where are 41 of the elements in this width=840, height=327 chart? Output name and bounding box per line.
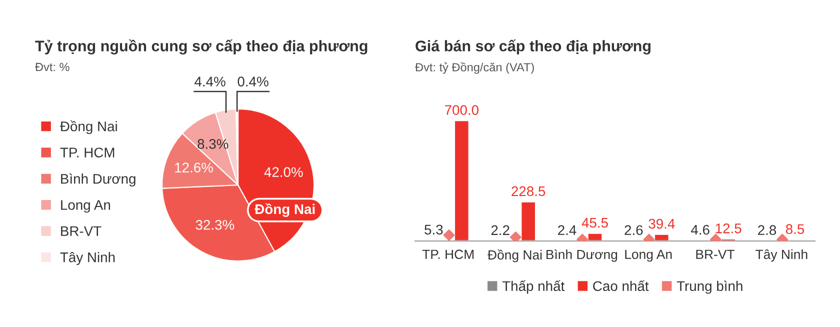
x-tick-label: Long An <box>625 250 672 262</box>
legend-label: Long An <box>61 200 110 213</box>
x-tick-label: Bình Dương <box>546 249 618 262</box>
legend-label: TP. HCM <box>60 148 114 158</box>
data-label: 39.4 <box>648 218 675 229</box>
data-label: 42.0% <box>264 167 303 178</box>
x-tick-label: Đồng Nai <box>488 249 542 262</box>
data-label: 2.8 <box>758 225 776 235</box>
chart-subtitle: Đvt: tỷ Đồng/căn (VAT) <box>415 62 534 74</box>
x-tick-label: BR-VT <box>696 250 734 259</box>
data-label: 4.4% <box>194 76 226 86</box>
legend-label: Trung bình <box>676 280 742 294</box>
bar <box>654 234 670 241</box>
bar <box>454 120 470 241</box>
x-tick-label: Tây Ninh <box>756 249 808 262</box>
data-label: 5.3 <box>424 224 443 235</box>
bar <box>586 232 604 241</box>
data-label: 8.3% <box>198 139 228 149</box>
data-label: 8.5 <box>786 224 804 234</box>
data-label: 12.5 <box>716 223 742 234</box>
data-label: 2.6 <box>624 225 643 236</box>
legend-label: BR-VT <box>61 226 102 236</box>
data-label: 12.6% <box>175 162 213 172</box>
legend-label: Bình Dương <box>61 173 136 187</box>
chart-title: Giá bán sơ cấp theo địa phương <box>416 40 650 54</box>
data-label: 0.4% <box>238 76 268 86</box>
data-label: 700.0 <box>445 105 479 115</box>
data-label: 2.2 <box>491 225 510 235</box>
bar <box>520 200 536 241</box>
chart-subtitle: Đvt: % <box>35 62 70 72</box>
legend-label: Cao nhất <box>593 280 649 292</box>
data-label: 45.5 <box>582 218 608 228</box>
data-label: 2.4 <box>558 225 576 235</box>
data-label: 228.5 <box>512 186 546 196</box>
data-label: 4.6 <box>691 224 710 235</box>
legend-label: Đồng Nai <box>60 120 117 134</box>
data-label: 32.3% <box>196 220 234 230</box>
text: Đồng Nai <box>254 203 315 217</box>
x-tick-label: TP. HCM <box>422 250 474 260</box>
chart-title: Tỷ trọng nguồn cung sơ cấp theo địa phương <box>35 40 368 54</box>
legend-label: Thấp nhất <box>502 280 565 294</box>
